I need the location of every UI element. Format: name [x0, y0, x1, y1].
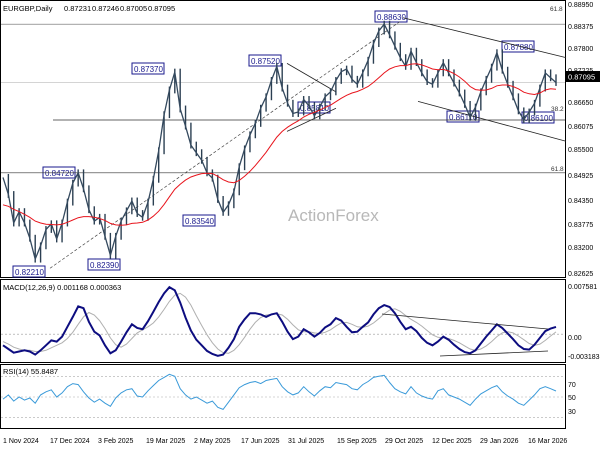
price-series	[2, 20, 557, 263]
x-tick: 15 Sep 2025	[337, 438, 377, 445]
annotation-label: 0.87520	[251, 57, 280, 66]
x-tick: 17 Dec 2024	[50, 438, 90, 445]
rsi-tick: 50	[568, 395, 576, 402]
x-tick: 1 Nov 2024	[3, 438, 39, 445]
price-tick: 0.82625	[568, 271, 593, 278]
macd-series	[1, 285, 565, 357]
chart-title: EURGBP,Daily	[3, 4, 53, 13]
annotation-box	[248, 54, 282, 67]
price-tick: 0.86650	[568, 100, 593, 107]
annotation-box	[182, 214, 216, 227]
price-line	[2, 23, 557, 262]
price-tick: 0.87800	[568, 46, 593, 53]
fib-label: 38.2	[551, 106, 564, 113]
rsi-axis: 70 50 30	[568, 382, 576, 416]
macd-tick: 0.007581	[568, 284, 597, 291]
annotation-label: 0.82390	[90, 261, 119, 270]
descending-channel-top	[402, 17, 567, 59]
annotation-label: 0.88630	[377, 13, 406, 22]
x-axis: 1 Nov 2024 17 Dec 2024 3 Feb 2025 19 Mar…	[3, 438, 567, 445]
price-tick: 0.83775	[568, 222, 593, 229]
x-tick: 29 Jan 2026	[480, 438, 519, 445]
macd-panel	[0, 279, 566, 363]
price-level-lines	[1, 23, 565, 174]
ohlc-low: 0.87005	[120, 4, 147, 13]
price-panel	[0, 0, 566, 278]
ohlc-close: 0.87095	[148, 4, 175, 13]
x-tick: 31 Jul 2025	[288, 438, 324, 445]
price-tick: 0.86075	[568, 124, 593, 131]
uptrend-channel-line	[49, 21, 401, 269]
price-tick: 0.84350	[568, 198, 593, 205]
annotation-label: 0.84720	[45, 169, 74, 178]
macd-divergence-line	[439, 350, 549, 357]
watermark: ActionForex	[288, 206, 379, 225]
current-price-badge	[566, 71, 600, 82]
annotation-box	[501, 40, 535, 53]
annotation-box	[87, 258, 121, 271]
annotation-label: 0.82210	[15, 268, 44, 277]
rsi-series	[1, 373, 565, 418]
annotation-label: 0.86110	[449, 113, 478, 122]
fib-label: 61.8	[550, 6, 563, 13]
triangle-lower-line	[286, 107, 337, 132]
price-tick: 0.88375	[568, 24, 593, 31]
x-tick: 29 Oct 2025	[385, 438, 423, 445]
annotation-box	[446, 110, 480, 123]
rsi-tick: 70	[568, 382, 576, 389]
rsi-panel	[0, 364, 566, 429]
ohlc-high: 0.87246	[92, 4, 119, 13]
rsi-tick: 30	[568, 409, 576, 416]
price-tick: 0.88950	[568, 2, 593, 9]
fib-label: 61.8	[551, 166, 564, 173]
rsi-label: RSI(14) 55.8487	[3, 367, 58, 376]
current-price-label: 0.87095	[568, 73, 595, 82]
annotation-box	[374, 10, 408, 23]
price-tick: 0.83200	[568, 245, 593, 252]
macd-signal-line	[2, 292, 557, 354]
macd-tick: -0.003183	[568, 354, 600, 361]
x-tick: 19 Mar 2025	[146, 438, 185, 445]
macd-axis: 0.007581 0.00 -0.003183	[568, 284, 600, 361]
x-tick: 12 Dec 2025	[432, 438, 472, 445]
annotation-label: 0.87880	[504, 43, 533, 52]
macd-label: MACD(12,26,9) 0.001168 0.000363	[3, 283, 121, 292]
price-tick: 0.84925	[568, 173, 593, 180]
price-tick: 0.85500	[568, 147, 593, 154]
macd-divergence-line	[381, 313, 549, 330]
annotation-box	[131, 62, 165, 75]
moving-average-line	[2, 63, 557, 226]
triangle-upper-line	[286, 63, 337, 93]
x-tick: 16 Mar 2026	[528, 438, 567, 445]
rsi-line	[2, 373, 557, 411]
trendlines	[49, 17, 567, 269]
annotation-box	[12, 265, 46, 278]
macd-tick: 0.00	[568, 335, 582, 342]
annotation-label: 0.83540	[185, 217, 214, 226]
annotation-label: 0.87370	[134, 65, 163, 74]
x-tick: 17 Jun 2025	[241, 438, 280, 445]
x-tick: 3 Feb 2025	[98, 438, 134, 445]
descending-channel-bottom	[417, 100, 567, 142]
ohlc-open: 0.87231	[64, 4, 91, 13]
macd-line	[2, 285, 557, 357]
x-tick: 2 May 2025	[194, 438, 231, 445]
annotation-label: 0.86100	[524, 114, 553, 123]
